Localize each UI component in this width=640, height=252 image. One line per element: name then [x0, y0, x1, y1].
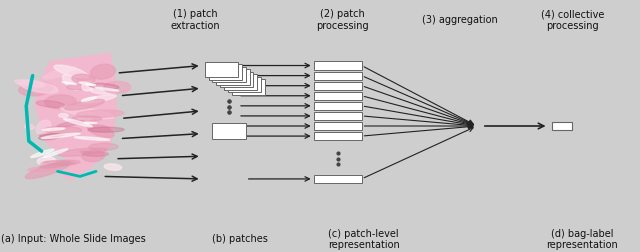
Ellipse shape: [90, 86, 118, 94]
Text: (2) patch
processing: (2) patch processing: [316, 9, 369, 31]
Ellipse shape: [36, 101, 65, 107]
Ellipse shape: [15, 80, 45, 87]
Ellipse shape: [63, 118, 92, 127]
Bar: [220, 72, 253, 87]
Ellipse shape: [45, 159, 60, 166]
Bar: [209, 64, 242, 80]
Ellipse shape: [104, 164, 122, 170]
Ellipse shape: [83, 152, 108, 156]
Bar: [314, 112, 362, 120]
Ellipse shape: [72, 74, 95, 84]
Bar: [232, 79, 265, 95]
Ellipse shape: [62, 82, 76, 85]
Ellipse shape: [79, 82, 93, 85]
Ellipse shape: [57, 121, 84, 127]
Ellipse shape: [42, 133, 80, 139]
Bar: [314, 132, 362, 140]
Bar: [216, 69, 250, 85]
Ellipse shape: [89, 143, 118, 150]
Polygon shape: [35, 52, 117, 181]
Ellipse shape: [88, 125, 114, 137]
Bar: [552, 122, 572, 130]
Bar: [314, 72, 362, 80]
Ellipse shape: [104, 81, 131, 93]
Bar: [228, 77, 261, 92]
Bar: [314, 122, 362, 130]
Ellipse shape: [78, 111, 93, 121]
Text: (4) collective
processing: (4) collective processing: [541, 9, 605, 31]
Bar: [314, 175, 362, 183]
Ellipse shape: [42, 128, 65, 131]
Bar: [212, 123, 246, 139]
Ellipse shape: [82, 150, 104, 162]
Text: (a) Input: Whole Slide Images: (a) Input: Whole Slide Images: [1, 234, 146, 244]
Ellipse shape: [57, 148, 107, 156]
Ellipse shape: [74, 137, 109, 140]
Ellipse shape: [77, 110, 124, 117]
Text: (3) aggregation: (3) aggregation: [422, 15, 497, 25]
Bar: [314, 61, 362, 70]
Ellipse shape: [65, 99, 104, 110]
Ellipse shape: [88, 127, 124, 132]
Ellipse shape: [41, 160, 80, 166]
Ellipse shape: [67, 71, 88, 79]
Ellipse shape: [95, 87, 118, 91]
Ellipse shape: [43, 149, 68, 158]
Ellipse shape: [44, 161, 75, 165]
Ellipse shape: [43, 67, 77, 79]
Bar: [314, 92, 362, 100]
Ellipse shape: [81, 95, 116, 103]
Ellipse shape: [60, 106, 114, 119]
Bar: [205, 62, 238, 77]
Ellipse shape: [37, 157, 55, 165]
Ellipse shape: [38, 134, 61, 140]
Ellipse shape: [44, 126, 81, 134]
Ellipse shape: [82, 81, 95, 91]
Bar: [212, 67, 246, 82]
Ellipse shape: [79, 151, 92, 153]
Ellipse shape: [40, 164, 68, 168]
Ellipse shape: [67, 84, 86, 90]
Text: (c) patch-level
representation: (c) patch-level representation: [328, 229, 399, 250]
Ellipse shape: [36, 120, 51, 135]
Ellipse shape: [31, 149, 54, 158]
Ellipse shape: [81, 97, 97, 101]
Ellipse shape: [25, 162, 71, 179]
Ellipse shape: [28, 166, 56, 171]
Bar: [314, 82, 362, 90]
Ellipse shape: [91, 64, 115, 79]
Ellipse shape: [91, 125, 110, 132]
Ellipse shape: [84, 122, 97, 123]
Text: (d) bag-label
representation: (d) bag-label representation: [547, 229, 618, 250]
Ellipse shape: [59, 113, 68, 117]
Ellipse shape: [19, 80, 58, 93]
Ellipse shape: [19, 82, 52, 96]
Bar: [314, 102, 362, 110]
Ellipse shape: [45, 95, 76, 109]
Ellipse shape: [62, 74, 80, 90]
Ellipse shape: [54, 65, 88, 78]
Ellipse shape: [39, 134, 64, 137]
Text: (1) patch
extraction: (1) patch extraction: [170, 9, 220, 31]
Ellipse shape: [24, 124, 35, 130]
Text: (b) patches: (b) patches: [212, 234, 268, 244]
Ellipse shape: [86, 84, 96, 85]
Bar: [224, 74, 257, 90]
Ellipse shape: [72, 116, 102, 121]
Ellipse shape: [88, 83, 119, 89]
